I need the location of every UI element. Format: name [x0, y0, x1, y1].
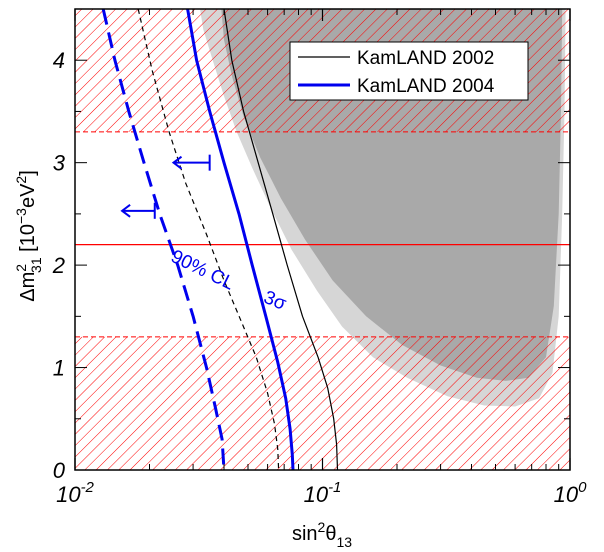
x-tick-label-2: 100 [554, 479, 587, 507]
y-title-sup: 2 [13, 264, 29, 272]
y-axis-title: Δm231 [10−3eV2] [13, 170, 44, 302]
y-tick-label-4: 4 [53, 48, 65, 73]
series-line-0 [223, 9, 339, 470]
y-title-unit-sup: −3 [13, 208, 29, 224]
legend: KamLAND 2002 KamLAND 2004 [289, 41, 529, 101]
arrow-head-0 [171, 155, 183, 170]
x-tick-label-1: 10-1 [304, 479, 342, 507]
y-tick-label-0: 0 [53, 458, 66, 483]
y-title-sub: 31 [28, 257, 44, 273]
x-title-sup: 2 [318, 519, 326, 535]
y-tick-label-2: 2 [52, 253, 65, 278]
axis-ticks: 10-2 10-1 100 0 1 2 3 4 [52, 8, 587, 507]
y-tick-label-1: 1 [53, 356, 65, 381]
x-title-sym: θ [325, 523, 336, 545]
y-tick-label-3: 3 [53, 151, 66, 176]
arrow-head-1 [120, 204, 131, 218]
series-line-3 [101, 9, 226, 470]
legend-label-2004: KamLAND 2004 [357, 76, 495, 97]
x-tick-label-0: 10-2 [56, 479, 94, 507]
series-line-1 [186, 9, 295, 470]
x-title-sub: 13 [336, 534, 352, 550]
x-title-base: sin [292, 523, 318, 545]
y-title-unit-tail: eV [17, 183, 39, 208]
y-title-base: Δm [17, 272, 39, 302]
legend-label-2002: KamLAND 2002 [357, 48, 494, 69]
y-title-close: ] [17, 170, 39, 176]
excluded-band-1 [75, 336, 570, 470]
x-axis-title: sin2θ13 [292, 519, 352, 550]
y-title-unit-sup2: 2 [13, 176, 29, 184]
legend-box [289, 41, 529, 101]
y-title-unit: [10 [17, 224, 39, 257]
series-line-2 [137, 9, 280, 470]
